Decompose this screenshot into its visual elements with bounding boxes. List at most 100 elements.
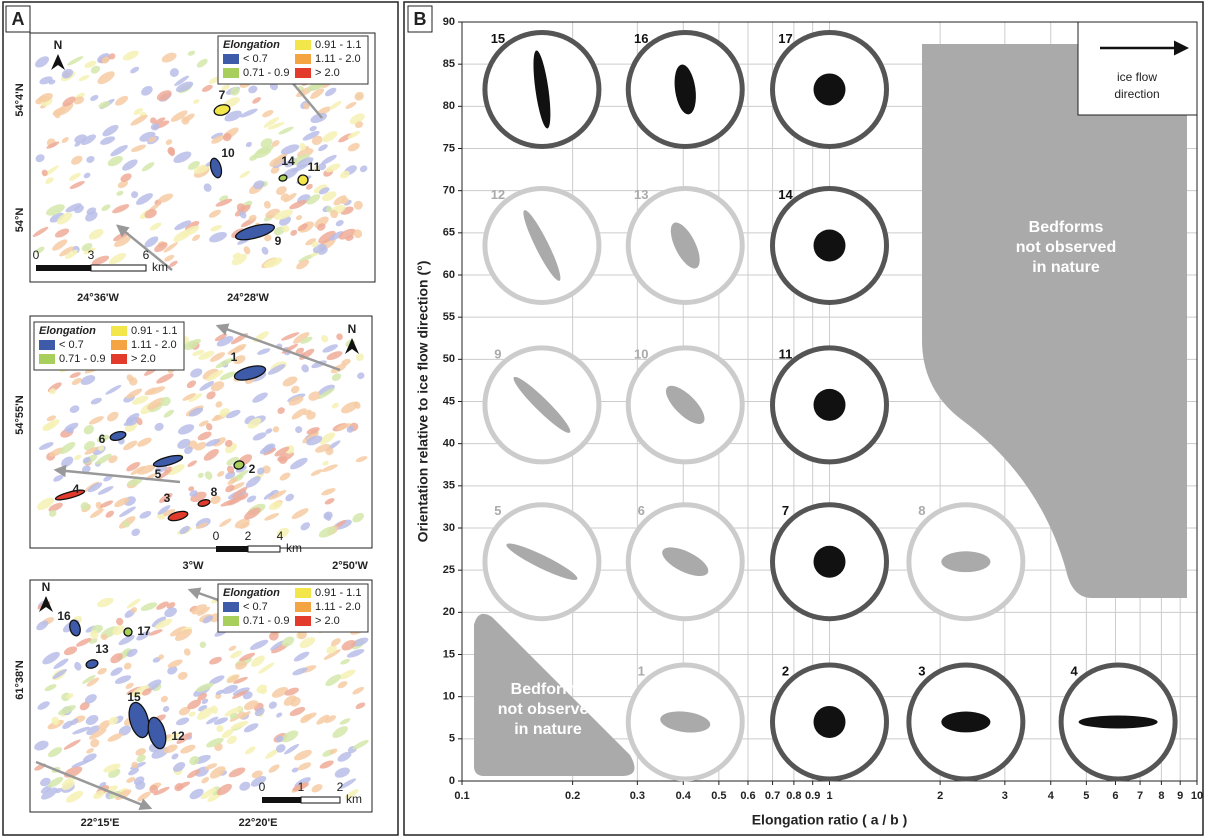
bedform-outline	[248, 85, 258, 94]
bedform-outline	[175, 81, 194, 93]
bedform-outline	[290, 457, 308, 470]
bedform-outline	[53, 474, 64, 482]
bedform-outline	[56, 102, 74, 116]
bedform-outline	[163, 409, 175, 418]
bedform-outline	[74, 454, 82, 461]
bedform-outline	[95, 501, 103, 510]
bedform-number: 17	[137, 624, 151, 638]
bedform-outline	[32, 226, 49, 237]
bedform-outline	[226, 465, 235, 474]
bedform-outline	[355, 702, 366, 710]
bedform-number: 11	[779, 346, 793, 361]
bedform-outline	[224, 110, 242, 122]
bedform-outline	[151, 616, 167, 628]
bedform-outline	[303, 102, 310, 110]
bedform-outline	[205, 438, 220, 447]
bedform-outline	[341, 640, 356, 651]
highlighted-bedform	[123, 627, 133, 637]
bedform-outline	[48, 502, 63, 512]
bedform-outline	[103, 475, 113, 482]
y-tick-label: 45	[443, 395, 455, 407]
bedform-outline	[306, 427, 320, 435]
bedform-outline	[339, 669, 356, 680]
bedform-outline	[182, 393, 196, 401]
bedform-outline	[226, 456, 239, 466]
bedform-outline	[192, 234, 201, 242]
bedform-number: 9	[275, 234, 282, 248]
bedform-outline	[271, 140, 280, 147]
bedform-outline	[54, 228, 70, 238]
bedform-outline	[268, 701, 277, 709]
x-tick-label: 5	[1083, 790, 1089, 802]
bedform-outline	[355, 456, 368, 463]
bedform-outline	[141, 162, 155, 172]
bedform-shape	[813, 545, 846, 578]
bedform-outline	[236, 203, 246, 212]
bedform-outline	[250, 655, 265, 667]
bedform-outline	[209, 656, 222, 665]
bedform-outline	[291, 153, 310, 165]
bedform-outline	[188, 393, 203, 402]
bedform-outline	[325, 163, 341, 173]
bedform-outline	[193, 164, 210, 174]
bedform-outline	[318, 187, 330, 195]
legend-label: 0.71 - 0.9	[243, 67, 289, 79]
bedform-outline	[41, 787, 58, 800]
bedform-number: 2	[249, 462, 256, 476]
bedform-outline	[199, 381, 215, 391]
bedform-outline	[208, 209, 221, 218]
bedform-outline	[116, 617, 124, 626]
bedform-outline	[34, 740, 49, 751]
bedform-outline	[37, 497, 55, 510]
bedform-outline	[329, 748, 338, 755]
bedform-outline	[359, 165, 368, 173]
bedform-outline	[302, 130, 320, 141]
panel-label: A	[12, 9, 25, 29]
bedform-number: 5	[494, 503, 501, 518]
bedform-outline	[340, 658, 351, 665]
legend-swatch	[223, 602, 239, 612]
bedform-outline	[306, 435, 323, 446]
bedform-outline	[170, 626, 187, 637]
bedform-number: 14	[778, 187, 793, 202]
bedform-outline	[216, 725, 224, 733]
bedform-outline	[354, 91, 364, 101]
bedform-outline	[297, 762, 312, 771]
bedform-number: 4	[1070, 663, 1078, 678]
bedform-outline	[210, 705, 219, 714]
bedform-outline	[289, 706, 306, 717]
bedform-outline	[131, 528, 141, 537]
bedform-outline	[101, 204, 111, 212]
legend-title: Elongation	[223, 587, 280, 599]
bedform-outline	[167, 666, 178, 675]
bedform-outline	[277, 407, 285, 414]
bedform-outline	[78, 74, 90, 82]
bedform-outline	[322, 460, 329, 466]
bedform-outline	[130, 144, 146, 152]
y-tick-label: 50	[443, 353, 455, 365]
bedform-number: 1	[231, 350, 238, 364]
bedform-outline	[52, 239, 68, 251]
bedform-outline	[239, 170, 250, 179]
highlighted-bedform	[278, 174, 288, 182]
bedform-outline	[257, 348, 271, 355]
bedform-outline	[109, 252, 127, 265]
bedform-outline	[61, 456, 74, 468]
bedform-outline	[86, 725, 100, 736]
bedform-outline	[206, 370, 224, 382]
bedform-outline	[82, 675, 96, 684]
bedform-outline	[157, 505, 171, 515]
x-tick-label: 6	[1112, 790, 1118, 802]
bedform-shape	[941, 711, 991, 733]
bedform-outline	[192, 349, 205, 356]
bedform-outline	[213, 414, 220, 420]
bedform-outline	[114, 236, 131, 247]
bedform-outline	[339, 718, 351, 725]
bedform-outline	[295, 426, 303, 434]
y-tick-label: 85	[443, 58, 455, 70]
bedform-number: 12	[171, 729, 185, 743]
bedform-outline	[44, 684, 57, 692]
bedform-outline	[105, 510, 115, 518]
bedform-outline	[198, 420, 209, 427]
bedform-outline	[227, 346, 246, 355]
